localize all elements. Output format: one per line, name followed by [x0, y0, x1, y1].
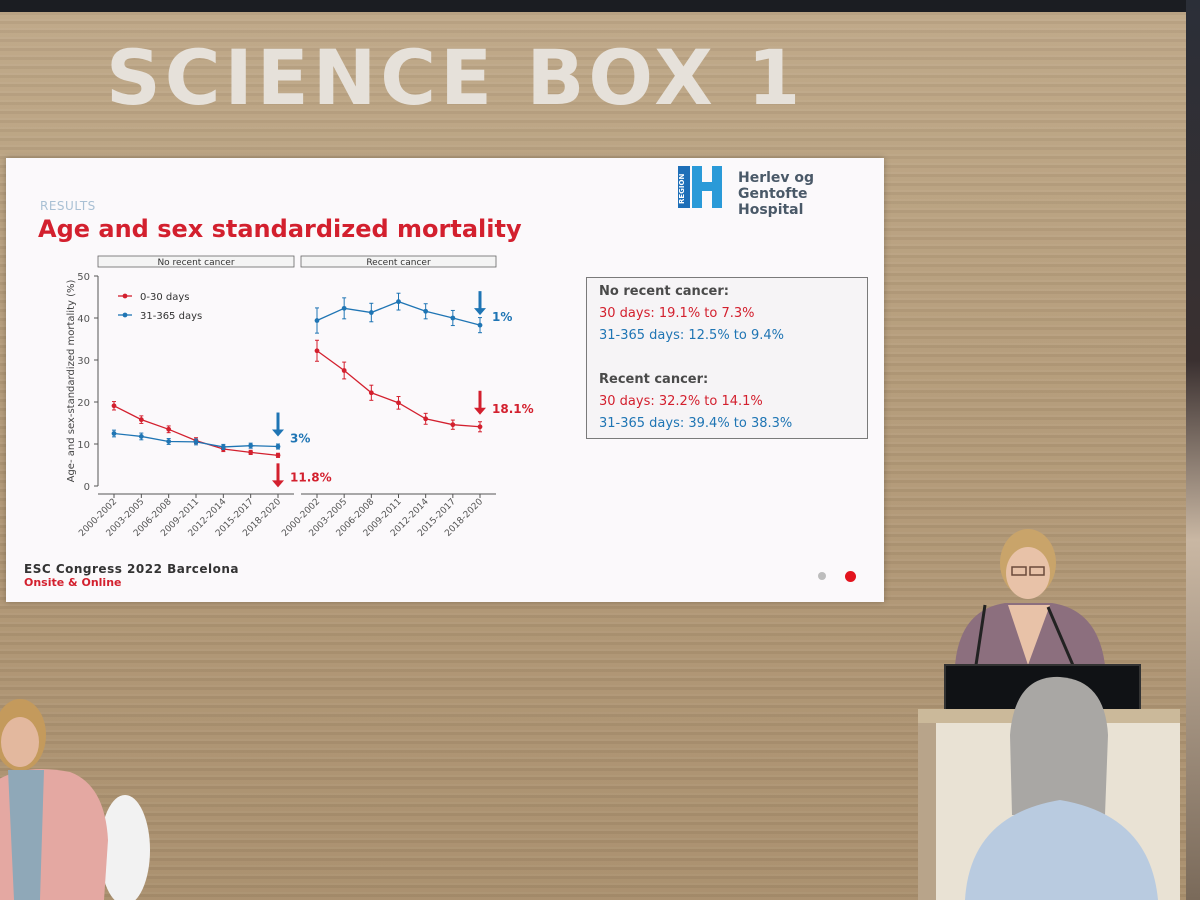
data-point	[166, 426, 172, 432]
series-line	[316, 350, 481, 428]
summary-no-recent-heading: No recent cancer:	[599, 284, 729, 299]
data-point	[138, 417, 144, 423]
logo-side-text: REGION	[678, 174, 686, 204]
booth-title: SCIENCE BOX 1	[106, 33, 805, 122]
data-point	[341, 305, 347, 311]
y-tick-label: 30	[77, 356, 90, 367]
y-tick-label: 10	[77, 440, 90, 451]
data-point	[111, 431, 117, 436]
panel-strip	[97, 255, 295, 268]
data-point	[368, 390, 374, 396]
summary-recent-365: 31-365 days: 39.4% to 38.3%	[599, 416, 793, 431]
ceiling-strip	[0, 0, 1200, 12]
change-arrowhead-icon	[272, 480, 284, 488]
data-point	[248, 450, 254, 455]
summary-no-recent-365: 31-365 days: 12.5% to 9.4%	[599, 328, 785, 343]
change-label: 1%	[492, 310, 512, 324]
change-label: 18.1%	[492, 402, 534, 416]
legend-label: 0-30 days	[140, 292, 189, 303]
data-point	[111, 403, 117, 409]
data-point	[450, 422, 456, 428]
data-point	[275, 452, 281, 458]
slide-section-label: RESULTS	[40, 199, 96, 213]
data-point	[423, 416, 429, 422]
summary-recent-heading: Recent cancer:	[599, 372, 709, 387]
slide-title: Age and sex standardized mortality	[38, 215, 522, 243]
legend-label: 31-365 days	[140, 311, 202, 322]
congress-footer: ESC Congress 2022 Barcelona	[24, 562, 240, 576]
legend-marker	[122, 293, 128, 299]
slide-dot-grey	[818, 572, 826, 580]
panel-strip-label: Recent cancer	[366, 258, 431, 268]
region-h-logo-icon: REGION	[678, 166, 722, 208]
data-point	[166, 439, 172, 444]
data-point	[396, 299, 401, 305]
panel-strip	[300, 255, 497, 268]
data-point	[477, 322, 483, 328]
data-point	[368, 310, 374, 315]
y-tick-label: 40	[77, 314, 90, 325]
congress-footer-sub: Onsite & Online	[24, 576, 122, 589]
change-arrowhead-icon	[272, 429, 284, 437]
presentation-slide: RESULTS Age and sex standardized mortali…	[6, 158, 884, 602]
hospital-logo: REGION Herlev og Gentofte Hospital	[678, 166, 878, 218]
data-point	[314, 348, 320, 354]
series-line	[113, 405, 279, 456]
y-axis-label: Age- and sex-standardized mortality (%)	[66, 280, 77, 483]
data-point	[477, 424, 483, 430]
change-arrowhead-icon	[474, 308, 486, 316]
data-point	[341, 368, 347, 373]
data-point	[396, 400, 401, 406]
slide-dot-red	[845, 571, 856, 582]
data-point	[220, 444, 226, 450]
summary-box: No recent cancer: 30 days: 19.1% to 7.3%…	[586, 277, 868, 439]
y-tick-label: 20	[77, 398, 90, 409]
seated-moderator	[0, 699, 150, 900]
data-point	[450, 315, 456, 321]
y-tick-label: 0	[84, 482, 90, 493]
summary-no-recent-30: 30 days: 19.1% to 7.3%	[599, 306, 755, 321]
panel-strip-label: No recent cancer	[157, 258, 234, 268]
change-arrowhead-icon	[474, 407, 486, 415]
data-point	[423, 308, 429, 314]
logo-line-2: Hospital	[738, 202, 804, 218]
y-tick-label: 50	[77, 272, 90, 283]
logo-text: Herlev og Gentofte Hospital	[738, 170, 878, 218]
background-edge	[1186, 0, 1200, 900]
summary-recent-30: 30 days: 32.2% to 14.1%	[599, 394, 763, 409]
data-point	[138, 434, 144, 439]
legend-marker	[122, 312, 128, 318]
data-point	[248, 443, 254, 449]
data-point	[314, 318, 320, 323]
change-label: 3%	[290, 432, 310, 446]
data-point	[275, 444, 281, 449]
speaker-at-podium	[918, 529, 1180, 900]
logo-line-1: Herlev og Gentofte	[738, 170, 815, 202]
data-point	[193, 439, 199, 445]
change-label: 11.8%	[290, 470, 332, 484]
